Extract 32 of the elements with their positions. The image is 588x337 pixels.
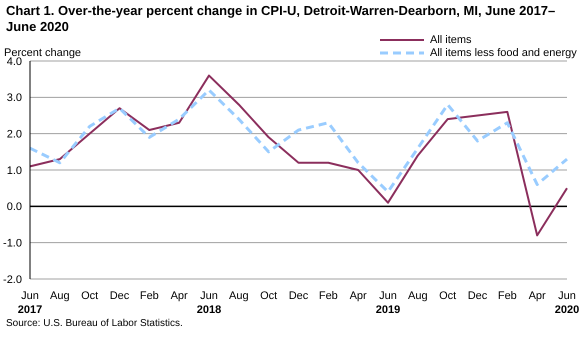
x-tick-label: Oct [439, 290, 456, 302]
y-tick-label: 2.0 [6, 128, 22, 141]
source-note: Source: U.S. Bureau of Labor Statistics. [6, 318, 183, 329]
x-tick-label: Aug [50, 290, 70, 302]
x-tick-label: Feb [140, 290, 159, 302]
y-tick-label: 0.0 [6, 201, 22, 214]
x-tick-label: Oct [81, 290, 98, 302]
line-series [29, 74, 568, 236]
y-tick-label: 3.0 [6, 92, 22, 104]
x-tick-label: Jun 2018 [196, 290, 222, 316]
x-tick-label: Dec [110, 290, 130, 302]
x-tick-label: Jun 2020 [554, 290, 580, 316]
x-tick-label: Apr [528, 290, 546, 302]
y-tick-label: 4.0 [6, 56, 22, 68]
x-tick-label: Aug [408, 290, 428, 302]
x-tick-label: Dec [468, 290, 488, 302]
x-tick-label: Aug [229, 290, 249, 302]
x-tick-label: Feb [498, 290, 517, 302]
x-tick-label: Dec [288, 290, 309, 302]
x-tick-label: Jun 2019 [376, 290, 400, 316]
legend-label: All items less food and energy [430, 46, 577, 58]
y-tick-label: 1.0 [6, 164, 22, 177]
legend-label: All items [430, 34, 472, 46]
x-tick-label: Apr [350, 290, 368, 302]
x-tick-label: Oct [260, 290, 278, 302]
x-tick-label: Feb [318, 290, 338, 302]
y-tick-label: -1.0 [3, 238, 22, 250]
y-tick-label: -2.0 [3, 274, 22, 286]
x-tick-label: Jun 2017 [18, 290, 42, 316]
line-series [28, 88, 568, 194]
chart-title: Chart 1. Over-the-year percent change in CPI-U, Detroit-Warren-Dearborn, MI, June 2017–June 2020 [6, 3, 556, 35]
x-tick-label: Apr [170, 290, 188, 302]
